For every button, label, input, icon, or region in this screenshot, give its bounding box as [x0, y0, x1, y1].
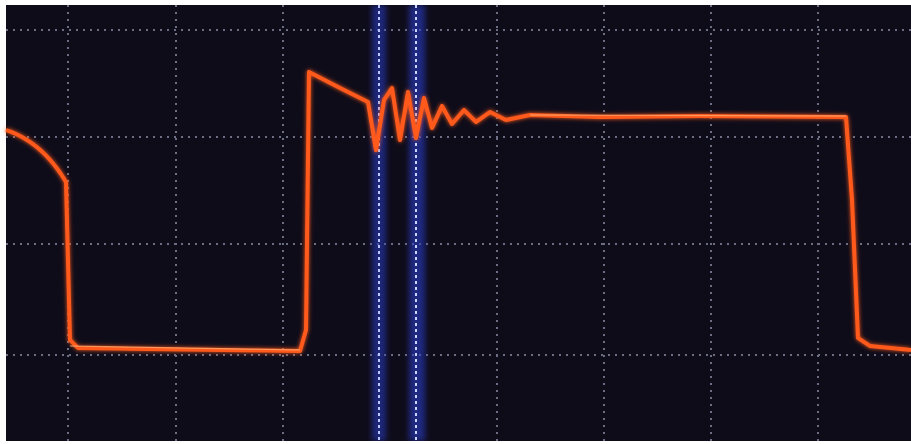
page [0, 0, 911, 444]
scope-photo [0, 0, 911, 444]
screen [6, 5, 911, 441]
